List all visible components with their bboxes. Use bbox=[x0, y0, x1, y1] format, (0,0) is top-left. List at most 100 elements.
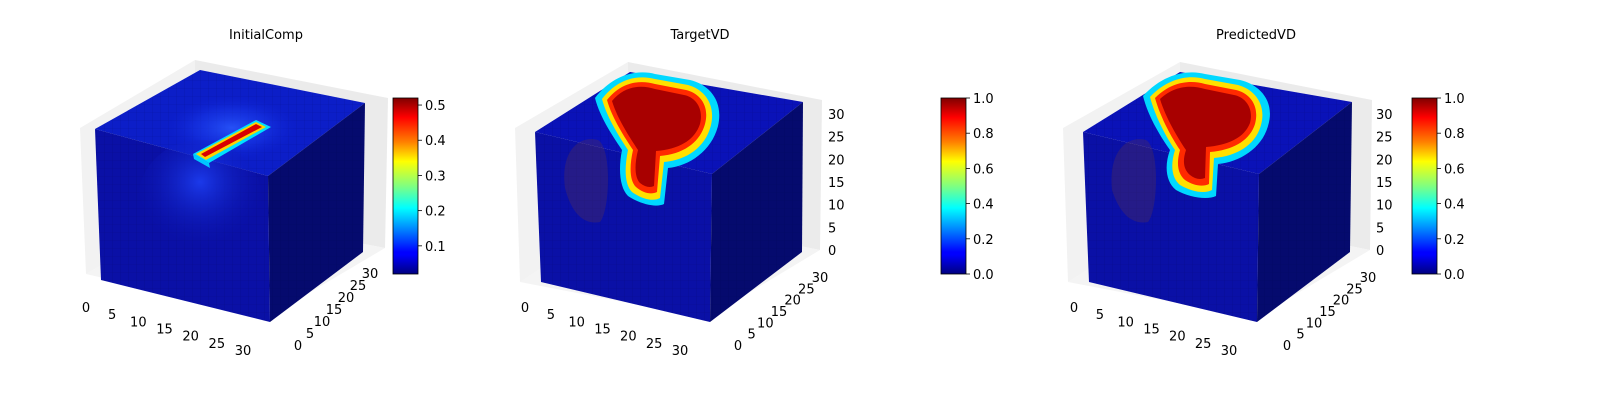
targetvd-z-tick-label: 15 bbox=[828, 176, 845, 191]
predictedvd-z-tick-label: 5 bbox=[1376, 221, 1384, 236]
targetvd-colorbar-tick-label: 0.4 bbox=[973, 198, 994, 213]
predictedvd-z-ticks: 0 5 10 15 20 25 30 bbox=[1376, 108, 1393, 259]
targetvd-y-tick-label: 20 bbox=[784, 294, 801, 309]
targetvd-z-tick-label: 10 bbox=[828, 199, 845, 214]
predictedvd-x-tick-label: 25 bbox=[1195, 337, 1212, 352]
initialcomp-hot-bar bbox=[193, 120, 271, 168]
initialcomp-colorbar-tick-label: 0.2 bbox=[425, 205, 446, 220]
targetvd-z-tick-label: 25 bbox=[828, 131, 845, 146]
predictedvd-y-tick-label: 10 bbox=[1306, 316, 1323, 331]
initialcomp-x-tick-label: 10 bbox=[130, 315, 147, 330]
targetvd-z-tick-label: 20 bbox=[828, 153, 845, 168]
predictedvd-y-tick-label: 30 bbox=[1360, 271, 1377, 286]
targetvd-colorbar-ticks: 0.0 0.2 0.4 0.6 0.8 1.0 bbox=[966, 92, 994, 283]
targetvd-colorbar: 0.0 0.2 0.4 0.6 0.8 1.0 bbox=[940, 92, 994, 283]
initialcomp-x-tick-label: 0 bbox=[82, 301, 90, 316]
predictedvd-y-tick-label: 25 bbox=[1346, 282, 1363, 297]
initialcomp-x-ticks: 0 5 10 15 20 25 30 bbox=[82, 301, 251, 359]
initialcomp-colorbar-tick-label: 0.5 bbox=[425, 99, 446, 114]
initialcomp-colorbar-tick-label: 0.4 bbox=[425, 134, 446, 149]
targetvd-colorbar-tick-label: 0.6 bbox=[973, 162, 994, 177]
predictedvd-y-tick-label: 0 bbox=[1283, 339, 1291, 354]
predictedvd-hot-region bbox=[1143, 72, 1270, 198]
targetvd-x-tick-label: 5 bbox=[547, 308, 555, 323]
targetvd-y-tick-label: 10 bbox=[757, 316, 774, 331]
targetvd-colorbar-bar bbox=[940, 97, 967, 275]
predictedvd-x-tick-label: 5 bbox=[1096, 308, 1104, 323]
targetvd-x-tick-label: 25 bbox=[646, 337, 663, 352]
predictedvd-colorbar-tick-label: 0.0 bbox=[1444, 268, 1465, 283]
initialcomp-panel: InitialComp 0 5 10 15 20 25 30 bbox=[80, 28, 446, 359]
predictedvd-colorbar-tick-label: 0.6 bbox=[1444, 162, 1465, 177]
targetvd-y-tick-label: 15 bbox=[771, 305, 788, 320]
predictedvd-voxel-cube bbox=[1083, 72, 1352, 322]
targetvd-colorbar-tick-label: 0.0 bbox=[973, 268, 994, 283]
initialcomp-colorbar-ticks: 0.1 0.2 0.3 0.4 0.5 bbox=[418, 99, 446, 255]
predictedvd-x-tick-label: 0 bbox=[1070, 301, 1078, 316]
initialcomp-x-tick-label: 30 bbox=[235, 344, 252, 359]
initialcomp-y-tick-label: 0 bbox=[294, 339, 302, 354]
initialcomp-x-tick-label: 25 bbox=[209, 337, 226, 352]
predictedvd-colorbar-tick-label: 0.8 bbox=[1444, 127, 1465, 142]
targetvd-title: TargetVD bbox=[669, 28, 729, 43]
predictedvd-colorbar: 0.0 0.2 0.4 0.6 0.8 1.0 bbox=[1411, 92, 1465, 283]
targetvd-y-tick-label: 0 bbox=[734, 339, 742, 354]
predictedvd-title: PredictedVD bbox=[1216, 28, 1296, 43]
initialcomp-x-tick-label: 20 bbox=[182, 330, 199, 345]
predictedvd-x-ticks: 0 5 10 15 20 25 30 bbox=[1070, 301, 1237, 359]
targetvd-x-tick-label: 20 bbox=[620, 330, 637, 345]
predictedvd-colorbar-tick-label: 1.0 bbox=[1444, 92, 1465, 107]
predictedvd-z-tick-label: 10 bbox=[1376, 199, 1393, 214]
targetvd-z-tick-label: 30 bbox=[828, 108, 845, 123]
predictedvd-z-tick-label: 15 bbox=[1376, 176, 1393, 191]
targetvd-x-ticks: 0 5 10 15 20 25 30 bbox=[521, 301, 688, 359]
predictedvd-z-tick-label: 0 bbox=[1376, 244, 1384, 259]
predictedvd-y-tick-label: 20 bbox=[1333, 294, 1350, 309]
predictedvd-y-tick-label: 5 bbox=[1296, 328, 1304, 343]
predictedvd-y-tick-label: 15 bbox=[1319, 305, 1336, 320]
predictedvd-colorbar-tick-label: 0.4 bbox=[1444, 198, 1465, 213]
initialcomp-y-tick-label: 15 bbox=[326, 303, 343, 318]
targetvd-y-tick-label: 25 bbox=[798, 282, 815, 297]
targetvd-x-tick-label: 10 bbox=[568, 315, 585, 330]
predictedvd-colorbar-tick-label: 0.2 bbox=[1444, 233, 1465, 248]
predictedvd-x-tick-label: 20 bbox=[1169, 330, 1186, 345]
predictedvd-colorbar-bar bbox=[1411, 97, 1438, 275]
targetvd-hot-region bbox=[595, 72, 720, 206]
initialcomp-y-tick-label: 20 bbox=[338, 291, 355, 306]
predictedvd-x-tick-label: 30 bbox=[1221, 344, 1238, 359]
predictedvd-x-tick-label: 10 bbox=[1117, 315, 1134, 330]
targetvd-z-tick-label: 5 bbox=[828, 221, 836, 236]
initialcomp-y-tick-label: 25 bbox=[350, 279, 367, 294]
initialcomp-colorbar: 0.1 0.2 0.3 0.4 0.5 bbox=[392, 97, 446, 275]
targetvd-x-tick-label: 30 bbox=[672, 344, 689, 359]
initialcomp-y-tick-label: 30 bbox=[362, 267, 379, 282]
targetvd-colorbar-tick-label: 0.8 bbox=[973, 127, 994, 142]
predictedvd-z-tick-label: 25 bbox=[1376, 131, 1393, 146]
targetvd-z-ticks: 0 5 10 15 20 25 30 bbox=[828, 108, 845, 259]
initialcomp-y-tick-label: 10 bbox=[314, 315, 331, 330]
targetvd-x-tick-label: 0 bbox=[521, 301, 529, 316]
targetvd-y-tick-label: 5 bbox=[748, 328, 756, 343]
initialcomp-colorbar-bar bbox=[392, 97, 419, 275]
initialcomp-colorbar-tick-label: 0.1 bbox=[425, 240, 446, 255]
targetvd-z-tick-label: 0 bbox=[828, 244, 836, 259]
initialcomp-colorbar-tick-label: 0.3 bbox=[425, 169, 446, 184]
initialcomp-y-tick-label: 5 bbox=[306, 327, 314, 342]
initialcomp-voxel-cube bbox=[95, 70, 365, 322]
predictedvd-z-tick-label: 30 bbox=[1376, 108, 1393, 123]
predictedvd-z-tick-label: 20 bbox=[1376, 153, 1393, 168]
predictedvd-colorbar-ticks: 0.0 0.2 0.4 0.6 0.8 1.0 bbox=[1437, 92, 1465, 283]
initialcomp-x-tick-label: 5 bbox=[108, 308, 116, 323]
initialcomp-title: InitialComp bbox=[229, 28, 303, 43]
targetvd-colorbar-tick-label: 1.0 bbox=[973, 92, 994, 107]
targetvd-voxel-cube bbox=[535, 72, 803, 322]
predictedvd-x-tick-label: 15 bbox=[1143, 323, 1160, 338]
targetvd-x-tick-label: 15 bbox=[594, 323, 611, 338]
